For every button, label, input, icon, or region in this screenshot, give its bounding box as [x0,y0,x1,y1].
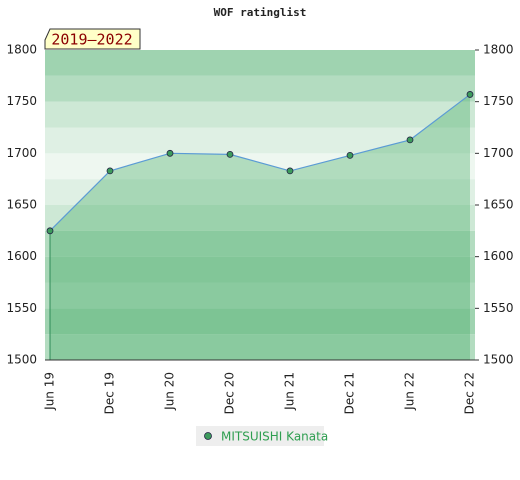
plot-area [45,50,475,360]
point [346,151,354,159]
y-tick-label: 1700 [6,146,37,160]
y-tick-label: 1750 [6,94,37,108]
x-tick-label: Jun 20 [163,372,177,411]
x-tick-label: Jun 19 [43,372,57,411]
y-tick-label: 1650 [6,198,37,212]
band [45,50,475,76]
band [45,101,475,128]
area [50,94,470,360]
band [45,179,475,205]
annotation-box [44,28,141,50]
y-tick-label: 1550 [6,301,37,315]
band [45,75,475,102]
band [45,153,475,180]
legend-marker [204,432,212,440]
x-tick-label: Dec 22 [463,372,477,414]
legend-label[interactable]: MITSUISHI Kanata [221,430,328,444]
point [286,167,294,175]
band [45,205,475,231]
legend-box [196,426,324,446]
band [45,230,475,257]
point [406,136,414,144]
y2-tick-label: 1550 [483,301,514,315]
x-tick-label: Dec 21 [343,372,357,414]
y2-tick-label: 1800 [483,43,514,57]
annotation: 2019–2022 [51,31,132,49]
y2-tick-label: 1700 [483,146,514,160]
x-tick-label: Jun 21 [283,372,297,411]
y-tick-label: 1500 [6,353,37,367]
x-tick-label: Jun 22 [403,372,417,411]
y2-tick-label: 1650 [483,198,514,212]
point [46,227,54,235]
y-tick-label: 1800 [6,43,37,57]
band [45,256,475,283]
band [45,334,475,360]
band [45,308,475,335]
band [45,282,475,309]
band [45,127,475,154]
point [466,91,474,98]
y2-tick-label: 1600 [483,249,514,263]
series-line [49,93,471,232]
y2-tick-label: 1750 [483,94,514,108]
point [166,149,174,157]
x-tick-label: Dec 20 [223,372,237,414]
y-tick-label: 1600 [6,249,37,263]
chart-title: WOF ratinglist [214,6,307,19]
x-tick-label: Dec 19 [103,372,117,414]
point [226,150,234,158]
point [106,167,114,175]
y2-tick-label: 1500 [483,353,514,367]
